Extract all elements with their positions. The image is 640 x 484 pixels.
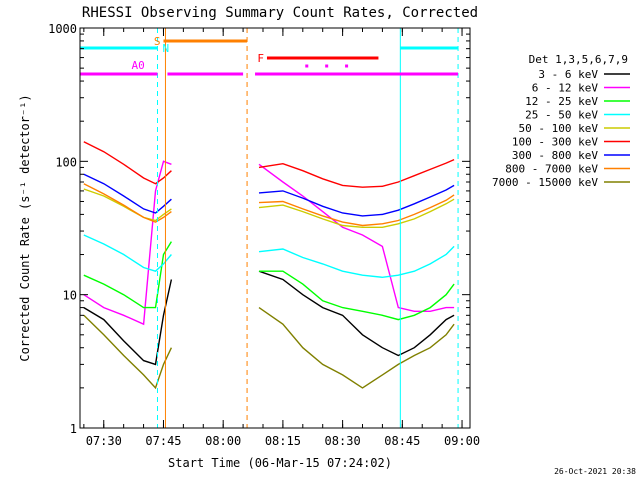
y-tick-label-1: 1: [70, 422, 77, 436]
marker-layer: [156, 28, 459, 428]
generation-timestamp: 26-Oct-2021 20:38: [554, 467, 636, 476]
x-tick-label-07-45: 07:45: [145, 434, 181, 448]
x-tick-label-08-45: 08:45: [384, 434, 420, 448]
series-line-800-7000-kev: [83, 183, 172, 223]
y-tick-label-100: 100: [55, 155, 77, 169]
series-line-25-50-kev: [83, 234, 172, 272]
series-line-300-800-kev-part-2: [258, 184, 455, 217]
x-tick-label-08-00: 08:00: [205, 434, 241, 448]
series-line-12-25-kev-part-2: [259, 270, 455, 321]
series-line-300-800-kev: [83, 173, 172, 214]
y-tick-label-10: 10: [63, 289, 77, 303]
series-line-50-100-kev-part-2: [258, 198, 455, 229]
state-dot-2: [325, 64, 329, 68]
x-tick-label-09-00: 09:00: [444, 434, 480, 448]
state-label-f-4: F: [257, 52, 264, 65]
series-line-7000-15000-kev: [83, 314, 173, 390]
series-layer: [83, 141, 455, 390]
series-line-100-300-kev: [83, 141, 172, 185]
legend-label-7000-15000-kev: 7000 - 15000 keV: [492, 176, 598, 189]
y-tick-label-1000: 1000: [48, 22, 77, 36]
legend-label-100-300-kev: 100 - 300 keV: [512, 136, 598, 149]
legend-label-800-7000-kev: 800 - 7000 keV: [505, 163, 598, 176]
state-dot-3: [345, 64, 349, 68]
series-line-3-6-kev: [83, 279, 173, 366]
series-line-3-6-kev-part-2: [258, 270, 455, 357]
series-line-6-12-kev: [83, 160, 172, 326]
x-tick-label-08-30: 08:30: [325, 434, 361, 448]
axis-layer: 07:30 07:45 08:00 08:15 08:30 08:45 09:00 1 10 10…: [48, 22, 480, 448]
legend-label-6-12-kev: 6 - 12 keV: [532, 82, 599, 95]
legend-label-3-6-kev: 3 - 6 keV: [538, 68, 598, 81]
series-line-6-12-kev-part-2: [258, 163, 455, 312]
state-label-a0-5: A0: [131, 59, 144, 72]
plot-frame: [79, 27, 471, 429]
series-line-50-100-kev: [83, 188, 172, 222]
legend-header: Det 1,3,5,6,7,9: [529, 53, 628, 66]
legend-label-12-25-kev: 12 - 25 keV: [525, 95, 598, 108]
x-tick-label-07-30: 07:30: [86, 434, 122, 448]
x-axis-label: Start Time (06-Mar-15 07:24:02): [168, 456, 392, 470]
x-tick-label-08-15: 08:15: [265, 434, 301, 448]
series-line-800-7000-kev-part-2: [258, 194, 455, 227]
series-line-12-25-kev: [83, 241, 172, 309]
y-axis-label: Corrected Count Rate (s⁻¹ detector⁻¹): [18, 94, 32, 361]
chart-title: RHESSI Observing Summary Count Rates, Co…: [82, 5, 478, 21]
state-label-n-2: N: [162, 42, 169, 55]
series-line-25-50-kev-part-2: [258, 245, 455, 279]
state-label-s-1: S: [154, 35, 161, 48]
legend-label-25-50-kev: 25 - 50 keV: [525, 109, 598, 122]
series-line-7000-15000-kev-part-2: [258, 307, 455, 389]
state-dot-1: [305, 64, 309, 68]
state-bar-layer: SN F A0: [80, 35, 459, 76]
series-line-100-300-kev-part-2: [258, 158, 455, 188]
legend-label-50-100-kev: 50 - 100 keV: [519, 122, 599, 135]
legend-label-300-800-kev: 300 - 800 keV: [512, 149, 598, 162]
